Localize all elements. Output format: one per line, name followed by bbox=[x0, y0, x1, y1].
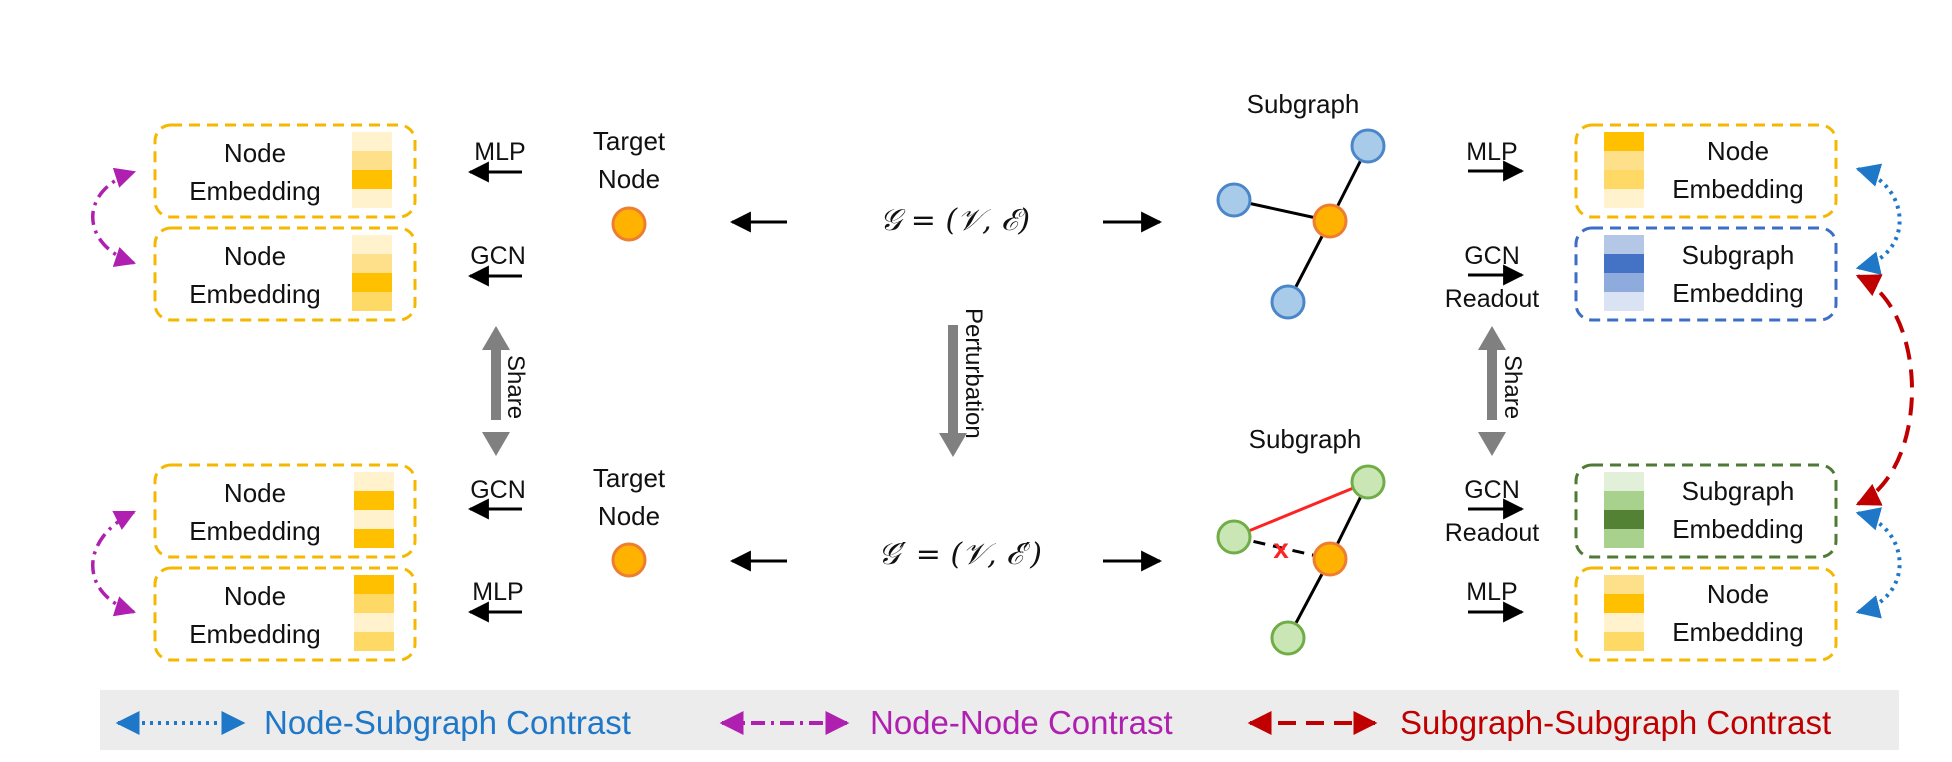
right-node-embedding-box-bottom: Node Embedding bbox=[1574, 566, 1838, 662]
graph-label-perturbed: 𝒢′ = (𝒱, ℰ′) bbox=[878, 537, 1042, 572]
subgraph-title: Subgraph bbox=[1247, 89, 1360, 119]
box-label-line-1: Node bbox=[1707, 136, 1769, 166]
box-label-line-2: Embedding bbox=[1672, 514, 1804, 544]
legend-label-subgraph-subgraph: Subgraph-Subgraph Contrast bbox=[1400, 704, 1831, 741]
box-label-line-1: Node bbox=[224, 138, 286, 168]
left-op-mlp-top: MLP bbox=[467, 138, 526, 183]
op-label: MLP bbox=[472, 578, 523, 606]
embedding-vector bbox=[1604, 235, 1644, 311]
graph-label-original: 𝒢 = (𝒱, ℰ) bbox=[880, 203, 1030, 238]
box-label-line-2: Embedding bbox=[1672, 617, 1804, 647]
subgraph-target-node bbox=[1312, 203, 1348, 239]
embedding-vector bbox=[352, 132, 392, 208]
share-label: Share bbox=[1499, 355, 1526, 419]
left-share-arrow: Share bbox=[482, 326, 529, 456]
box-label-line-2: Embedding bbox=[189, 176, 321, 206]
subgraph-node bbox=[1216, 182, 1252, 218]
embedding-vector bbox=[354, 472, 394, 548]
embedding-vector bbox=[1604, 132, 1644, 208]
subgraph-subgraph-contrast-arrow bbox=[1855, 274, 1914, 506]
right-share-arrow: Share bbox=[1478, 326, 1526, 456]
target-label-line-1: Target bbox=[593, 126, 666, 156]
subgraph-target-node bbox=[1312, 541, 1348, 577]
legend-item-node-node: Node-Node Contrast bbox=[719, 704, 1173, 741]
box-label-line-2: Embedding bbox=[189, 279, 321, 309]
left-embedding-box-4: Node Embedding bbox=[153, 566, 417, 662]
box-label-line-1: Node bbox=[224, 581, 286, 611]
target-label-line-1: Target bbox=[593, 463, 666, 493]
subgraph-title: Subgraph bbox=[1249, 424, 1362, 454]
subgraph-node bbox=[1270, 620, 1306, 656]
right-node-embedding-box-top: Node Embedding bbox=[1574, 123, 1838, 219]
op-label-line-1: GCN bbox=[1464, 242, 1520, 270]
op-label: MLP bbox=[474, 138, 525, 166]
legend-item-node-subgraph: Node-Subgraph Contrast bbox=[115, 704, 631, 741]
right-op-gcn-readout-top: GCN Readout bbox=[1445, 242, 1540, 313]
subgraph-node bbox=[1350, 464, 1386, 500]
node-node-contrast-arrow-top bbox=[91, 167, 136, 267]
left-op-gcn-top: GCN bbox=[467, 242, 526, 287]
box-label-line-1: Subgraph bbox=[1682, 240, 1795, 270]
box-label-line-2: Embedding bbox=[1672, 174, 1804, 204]
legend-item-subgraph-subgraph: Subgraph-Subgraph Contrast bbox=[1247, 704, 1831, 741]
target-label-line-2: Node bbox=[598, 164, 660, 194]
right-subgraph-embedding-box-bottom: Subgraph Embedding bbox=[1574, 463, 1838, 559]
subgraph-node bbox=[1216, 519, 1252, 555]
box-label-line-1: Subgraph bbox=[1682, 476, 1795, 506]
box-label-line-2: Embedding bbox=[1672, 278, 1804, 308]
right-op-gcn-readout-bottom: GCN Readout bbox=[1445, 476, 1540, 547]
subgraph-top: Subgraph bbox=[1216, 89, 1386, 320]
right-subgraph-embedding-box-top: Subgraph Embedding bbox=[1574, 226, 1838, 322]
op-label-line-2: Readout bbox=[1445, 519, 1540, 547]
embedding-vector bbox=[354, 575, 394, 651]
left-embedding-box-2: Node Embedding bbox=[153, 226, 417, 322]
box-label-line-2: Embedding bbox=[189, 516, 321, 546]
legend-background bbox=[100, 690, 1899, 750]
op-label-line-1: GCN bbox=[1464, 476, 1520, 504]
box-label-line-1: Node bbox=[1707, 579, 1769, 609]
target-node-top: Target Node bbox=[593, 126, 666, 242]
subgraph-node bbox=[1270, 284, 1306, 320]
box-label-line-1: Node bbox=[224, 478, 286, 508]
op-label: GCN bbox=[470, 242, 526, 270]
target-node-circle bbox=[611, 206, 647, 242]
left-embedding-box-1: Node Embedding bbox=[153, 123, 417, 219]
perturbation-label: Perturbation bbox=[960, 308, 987, 439]
right-op-mlp-bottom: MLP bbox=[1466, 578, 1525, 623]
share-label: Share bbox=[502, 355, 529, 419]
right-op-mlp-top: MLP bbox=[1466, 138, 1525, 182]
legend-label-node-subgraph: Node-Subgraph Contrast bbox=[264, 704, 631, 741]
node-node-contrast-arrow-bottom bbox=[91, 510, 137, 617]
op-label: GCN bbox=[470, 476, 526, 504]
added-edge bbox=[1233, 480, 1369, 539]
left-embedding-box-3: Node Embedding bbox=[153, 463, 417, 559]
box-label-line-1: Node bbox=[224, 241, 286, 271]
removed-edge-mark: x bbox=[1273, 533, 1289, 564]
perturbation-arrow: Perturbation bbox=[939, 308, 987, 457]
target-node-circle bbox=[611, 542, 647, 578]
left-op-gcn-bottom: GCN bbox=[467, 476, 526, 520]
op-label: MLP bbox=[1466, 578, 1517, 606]
embedding-vector bbox=[352, 235, 392, 311]
embedding-vector bbox=[1604, 472, 1644, 548]
left-op-mlp-bottom: MLP bbox=[467, 578, 524, 623]
subgraph-node bbox=[1350, 128, 1386, 164]
target-label-line-2: Node bbox=[598, 501, 660, 531]
embedding-vector bbox=[1604, 575, 1644, 651]
node-subgraph-contrast-arrow-bottom bbox=[1855, 507, 1902, 619]
node-subgraph-contrast-arrow-top bbox=[1855, 163, 1902, 275]
subgraph-bottom: Subgraph x bbox=[1216, 424, 1386, 656]
op-label: MLP bbox=[1466, 138, 1517, 166]
target-node-bottom: Target Node bbox=[593, 463, 666, 578]
legend: Node-Subgraph Contrast Node-Node Contras… bbox=[100, 690, 1899, 750]
legend-label-node-node: Node-Node Contrast bbox=[870, 704, 1173, 741]
box-label-line-2: Embedding bbox=[189, 619, 321, 649]
op-label-line-2: Readout bbox=[1445, 285, 1540, 313]
